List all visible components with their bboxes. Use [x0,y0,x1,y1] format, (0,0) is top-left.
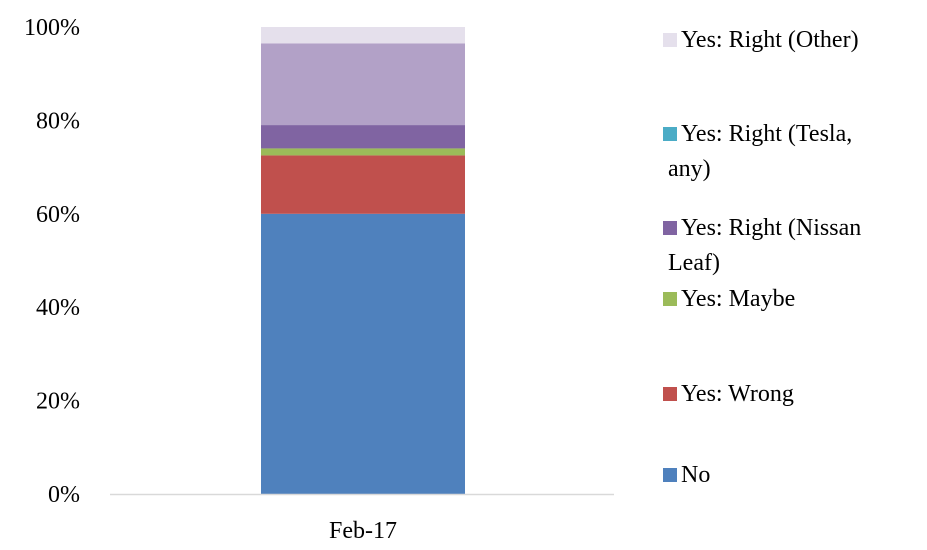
bar-segment-yes-right-nissan-leaf-light [261,43,465,126]
legend-swatch [663,468,677,482]
legend-label: Yes: Right (Other) [681,27,859,53]
x-tick-label: Feb-17 [329,518,397,544]
legend-swatch [663,387,677,401]
legend-label: Leaf) [668,250,720,276]
legend-label: Yes: Wrong [681,381,794,407]
bar-segment-yes-maybe [261,148,465,156]
bar-segment-yes-right-nissan-leaf [261,125,465,149]
legend-item: No [663,462,710,488]
y-tick-label: 0% [48,482,80,508]
legend-label: Yes: Maybe [681,286,795,312]
x-axis: Feb-17 [329,518,397,544]
legend-swatch [663,292,677,306]
legend-swatch [663,221,677,235]
y-tick-label: 60% [36,202,80,228]
y-axis: 0% 20% 40% 60% 80% 100% [24,15,80,508]
legend-item: Yes: Right (Other) [663,27,859,53]
y-tick-label: 40% [36,295,80,321]
y-tick-label: 80% [36,108,80,134]
bar-segment-yes-right-other [261,27,465,44]
bar-stack [261,27,465,495]
y-tick-label: 20% [36,389,80,415]
legend-label: No [681,462,710,488]
legend-label: any) [668,156,711,182]
legend-label: Yes: Right (Nissan [681,215,861,241]
legend-item: Yes: Right (Nissan Leaf) [663,215,861,276]
legend-item: Yes: Wrong [663,381,794,407]
legend-label: Yes: Right (Tesla, [681,121,852,147]
legend-swatch [663,33,677,47]
legend: Yes: Right (Other) Yes: Right (Tesla, any)… [663,27,861,488]
legend-item: Yes: Right (Tesla, any) [663,121,852,182]
y-tick-label: 100% [24,15,80,41]
bar-segment-yes-wrong [261,155,465,214]
bar-segment-no [261,213,465,495]
legend-swatch [663,127,677,141]
legend-item: Yes: Maybe [663,286,795,312]
